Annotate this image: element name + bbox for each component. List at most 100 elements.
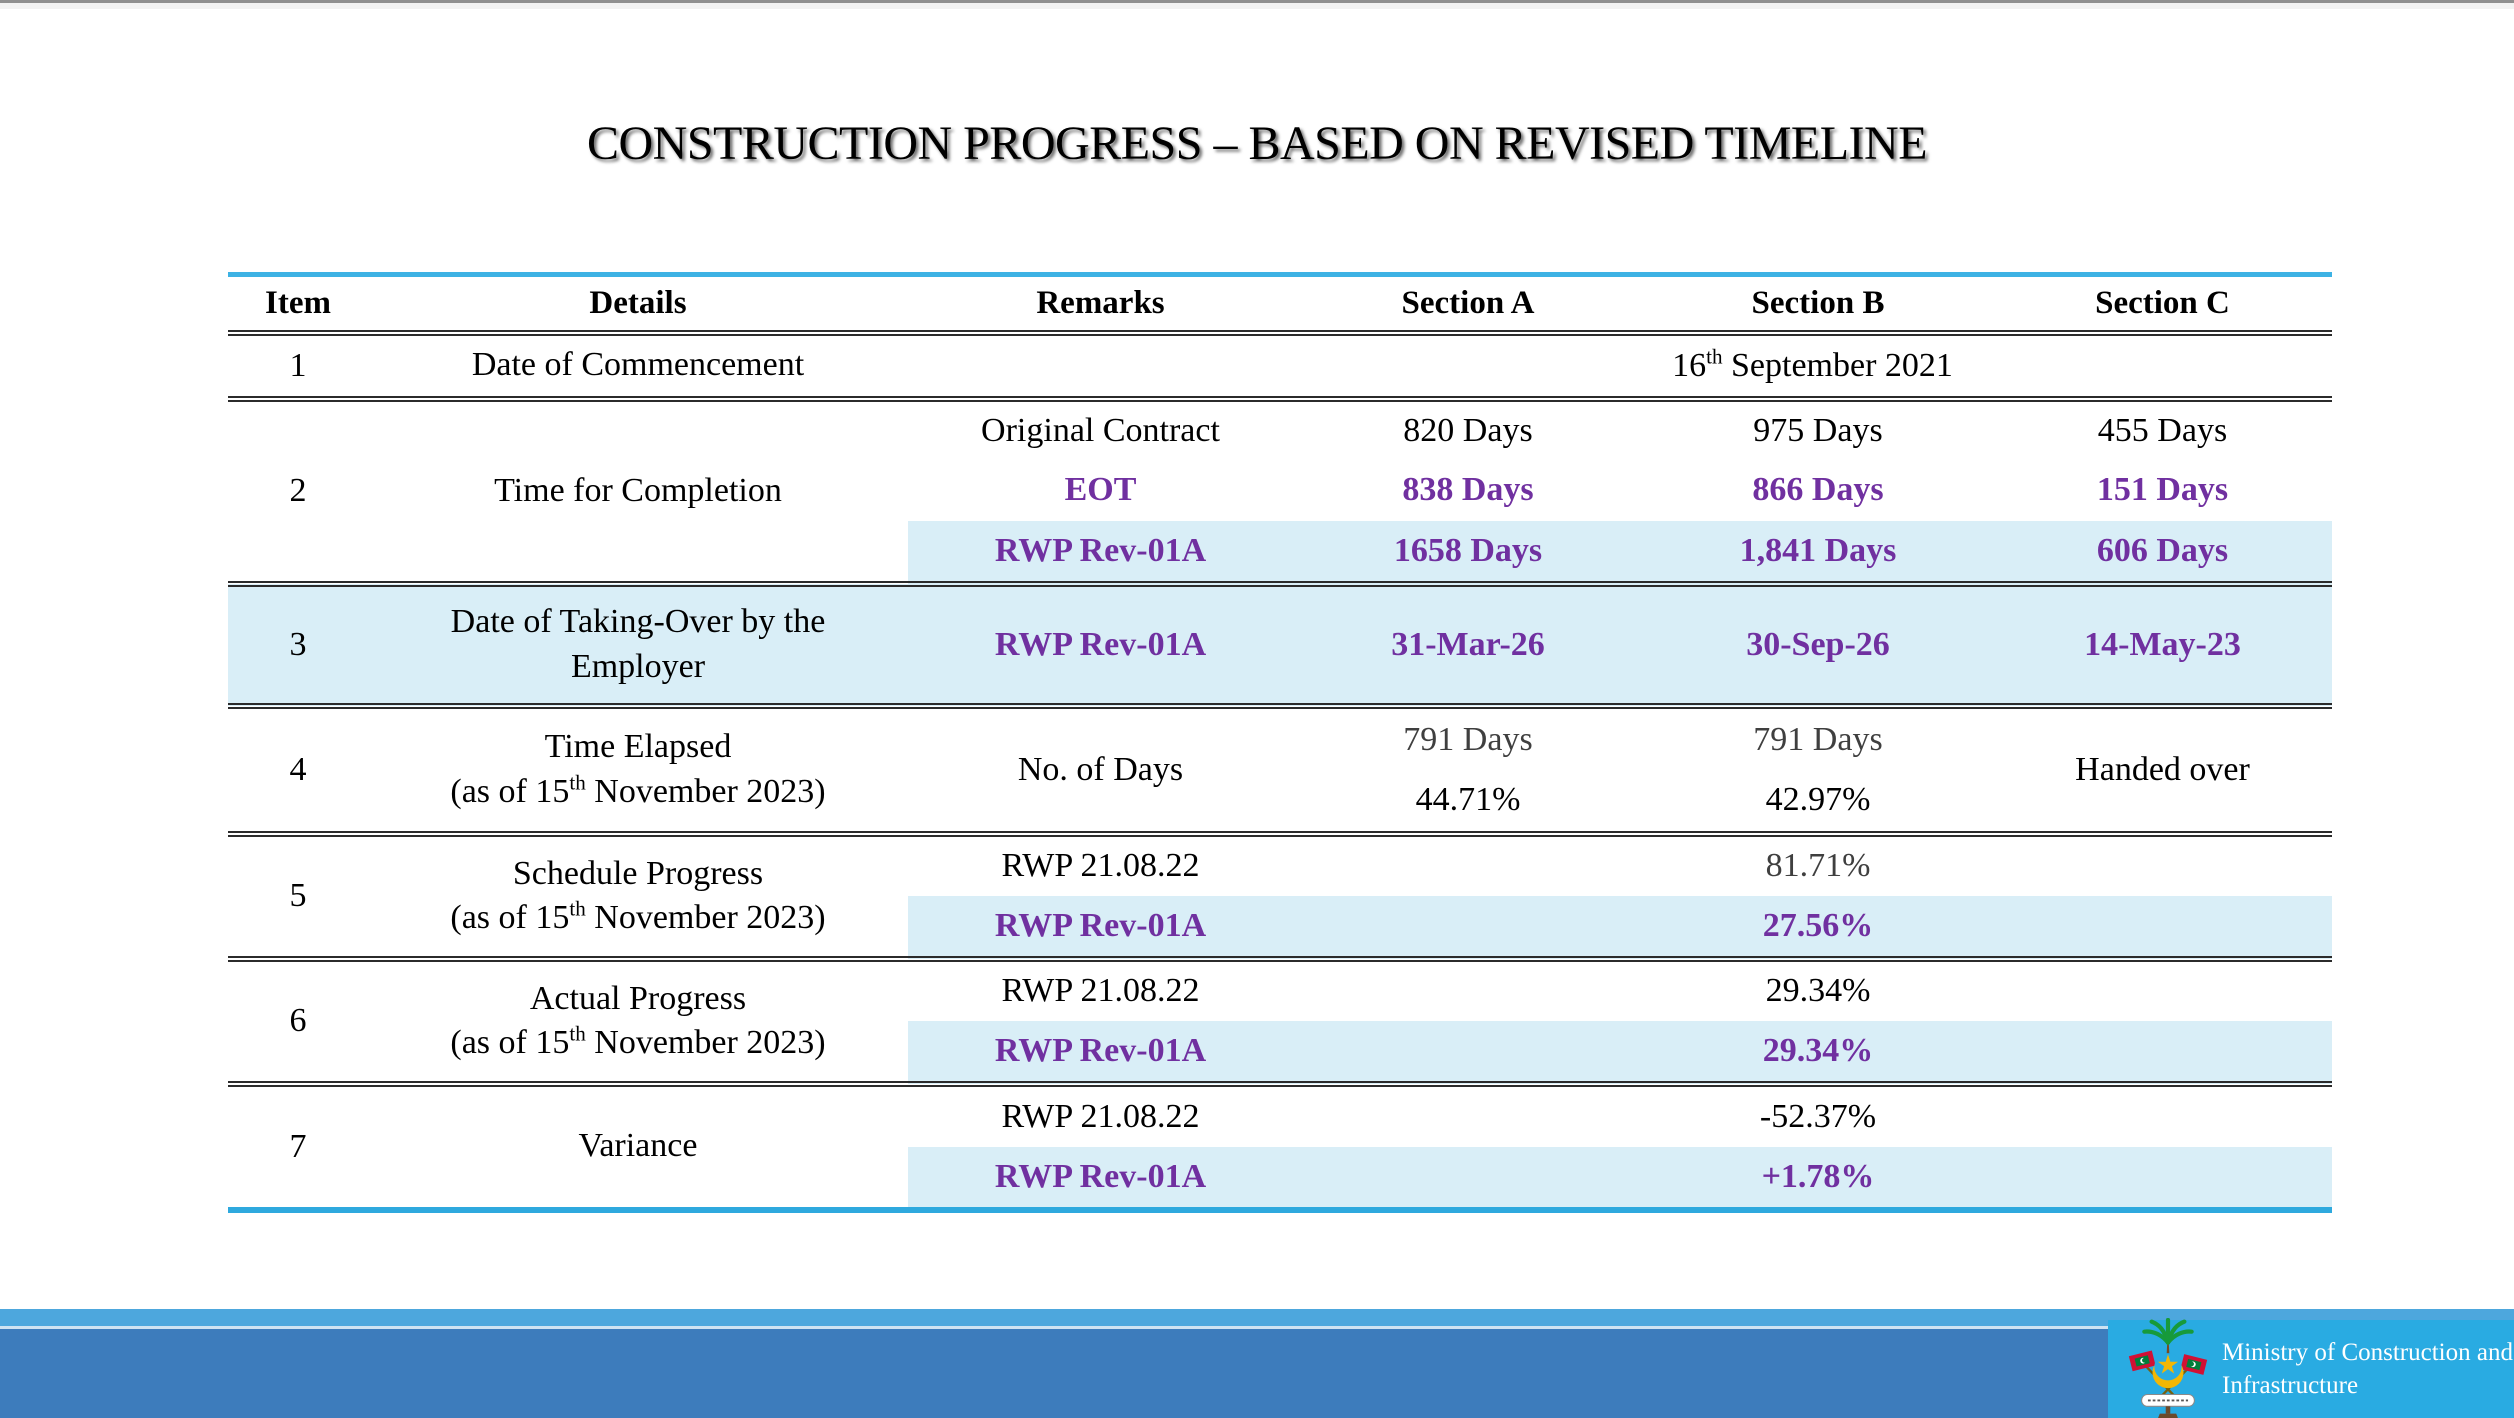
ministry-name: Ministry of Construction and Infrastruct… (2222, 1336, 2513, 1402)
table-row-2a: 2 Time for Completion Original Contract … (228, 395, 2332, 584)
row5-details: Schedule Progress (as of 15th November 2… (368, 830, 908, 959)
header-section-a: Section A (1293, 274, 1643, 336)
footer-bar-divider (0, 1326, 2514, 1329)
row6-details-line1: Actual Progress (529, 979, 747, 1017)
asof-post: November 2023) (585, 899, 826, 936)
row4-details-line2: (as of 15th November 2023) (450, 770, 826, 810)
row7-remark-rwp01a: RWP Rev-01A (908, 1146, 1293, 1210)
asof-ordinal: th (569, 1021, 586, 1046)
date-rest: September 2021 (1722, 346, 1953, 384)
row7-item: 7 (228, 1080, 368, 1210)
table-row-6a: 6 Actual Progress (as of 15th November 2… (228, 955, 2332, 1084)
table-row-6b: RWP Rev-01A 29.34% (228, 1020, 2332, 1084)
table-row-7a: 7 Variance RWP 21.08.22 -52.37% (228, 1080, 2332, 1210)
row2-b-original: 975 Days (1643, 395, 1993, 460)
table-row-3: 3 Date of Taking-Over by the Employer RW… (228, 580, 2332, 706)
row4-a-pct: 44.71% (1415, 780, 1521, 818)
footer-bar-dark (0, 1329, 2514, 1418)
page-title: CONSTRUCTION PROGRESS – BASED ON REVISED… (586, 117, 1928, 170)
row4-details: Time Elapsed (as of 15th November 2023) (368, 702, 908, 834)
date-num: 16 (1672, 346, 1707, 384)
table-row-7b: RWP Rev-01A +1.78% (228, 1146, 2332, 1210)
row1-item: 1 (289, 346, 307, 384)
header-remarks: Remarks (908, 274, 1293, 336)
header-section-b: Section B (1643, 274, 1993, 336)
row5-b-rwp01a: 27.56% (1643, 895, 1993, 959)
table-row-5a: 5 Schedule Progress (as of 15th November… (228, 830, 2332, 959)
row3-item: 3 (228, 580, 368, 706)
row2-a-eot: 838 Days (1402, 471, 1534, 508)
row7-c-empty (1993, 1080, 2332, 1147)
header-section-c: Section C (1993, 274, 2332, 336)
row2-item: 2 (228, 395, 368, 584)
row2-c-original: 455 Days (1993, 395, 2332, 460)
row3-b: 30-Sep-26 (1643, 580, 1993, 706)
row6-c-empty-hl (1993, 1020, 2332, 1084)
asof-pre: (as of 15 (450, 1024, 570, 1061)
row4-b-days: 791 Days (1753, 720, 1883, 758)
asof-ordinal: th (569, 770, 586, 795)
row6-c-empty (1993, 955, 2332, 1021)
row4-item: 4 (228, 702, 368, 834)
row3-a: 31-Mar-26 (1293, 580, 1643, 706)
row4-b-pct: 42.97% (1765, 780, 1871, 818)
row6-a-empty (1293, 955, 1643, 1021)
row3-c: 14-May-23 (1993, 580, 2332, 706)
row5-details-line1: Schedule Progress (512, 854, 764, 892)
asof-post: November 2023) (585, 1024, 826, 1061)
ministry-name-line2: Infrastructure (2222, 1372, 2359, 1399)
row5-c-empty (1993, 830, 2332, 896)
row2-remark-original: Original Contract (908, 395, 1293, 460)
row6-remark-rwp01a: RWP Rev-01A (908, 1020, 1293, 1084)
row7-details: Variance (368, 1080, 908, 1210)
header-details: Details (368, 274, 908, 336)
row7-remark-rwp2108: RWP 21.08.22 (908, 1080, 1293, 1147)
row2-c-eot: 151 Days (2096, 471, 2229, 508)
row4-a-days: 791 Days (1403, 720, 1533, 758)
row5-remark-rwp2108: RWP 21.08.22 (908, 830, 1293, 896)
row6-remark-rwp2108: RWP 21.08.22 (908, 955, 1293, 1021)
row5-a-empty (1293, 830, 1643, 896)
asof-ordinal: th (569, 896, 586, 921)
construction-progress-table: Item Details Remarks Section A Section B… (228, 272, 2332, 1213)
row5-details-line2: (as of 15th November 2023) (450, 896, 826, 936)
asof-pre: (as of 15 (450, 772, 570, 810)
row2-remark-eot: EOT (1064, 471, 1137, 508)
row1-remark-empty (908, 333, 1293, 399)
row6-a-empty-hl (1293, 1020, 1643, 1084)
row1-details: Date of Commencement (471, 346, 805, 384)
row4-a-stack: 791 Days 44.71% (1293, 710, 1643, 830)
row4-c: Handed over (1993, 702, 2332, 834)
table-row-4: 4 Time Elapsed (as of 15th November 2023… (228, 702, 2332, 834)
table-row-2b: EOT 838 Days 866 Days 151 Days (228, 460, 2332, 521)
footer-bar-light (0, 1309, 2514, 1326)
row4-details-line1: Time Elapsed (544, 728, 732, 766)
asof-post: November 2023) (585, 772, 826, 810)
row5-c-empty-hl (1993, 895, 2332, 959)
row2-details: Time for Completion (368, 395, 908, 584)
table-header-row: Item Details Remarks Section A Section B… (228, 274, 2332, 336)
asof-pre: (as of 15 (450, 899, 570, 936)
row2-remark-rwp: RWP Rev-01A (908, 520, 1293, 584)
row3-details-line1: Date of Taking-Over by the (450, 603, 826, 641)
row6-item: 6 (228, 955, 368, 1084)
row5-remark-rwp01a: RWP Rev-01A (908, 895, 1293, 959)
row7-a-empty-hl (1293, 1146, 1643, 1210)
table-row-2c: RWP Rev-01A 1658 Days 1,841 Days 606 Day… (228, 520, 2332, 584)
row2-a-rwp: 1658 Days (1293, 520, 1643, 584)
table-row-5b: RWP Rev-01A 27.56% (228, 895, 2332, 959)
row6-details-line2: (as of 15th November 2023) (450, 1021, 826, 1061)
row5-b-rwp2108: 81.71% (1643, 830, 1993, 896)
ministry-name-line1: Ministry of Construction and (2222, 1339, 2513, 1366)
row5-item: 5 (228, 830, 368, 959)
row7-c-empty-hl (1993, 1146, 2332, 1210)
ministry-panel: Ministry of Construction and Infrastruct… (2108, 1318, 2514, 1418)
row3-remark: RWP Rev-01A (908, 580, 1293, 706)
window-top-edge (0, 0, 2514, 3)
row7-b-rwp01a: +1.78% (1643, 1146, 1993, 1210)
row4-remark: No. of Days (908, 702, 1293, 834)
row4-b-stack: 791 Days 42.97% (1643, 710, 1993, 830)
row6-b-rwp2108: 29.34% (1643, 955, 1993, 1021)
maldives-emblem-icon (2126, 1318, 2210, 1418)
